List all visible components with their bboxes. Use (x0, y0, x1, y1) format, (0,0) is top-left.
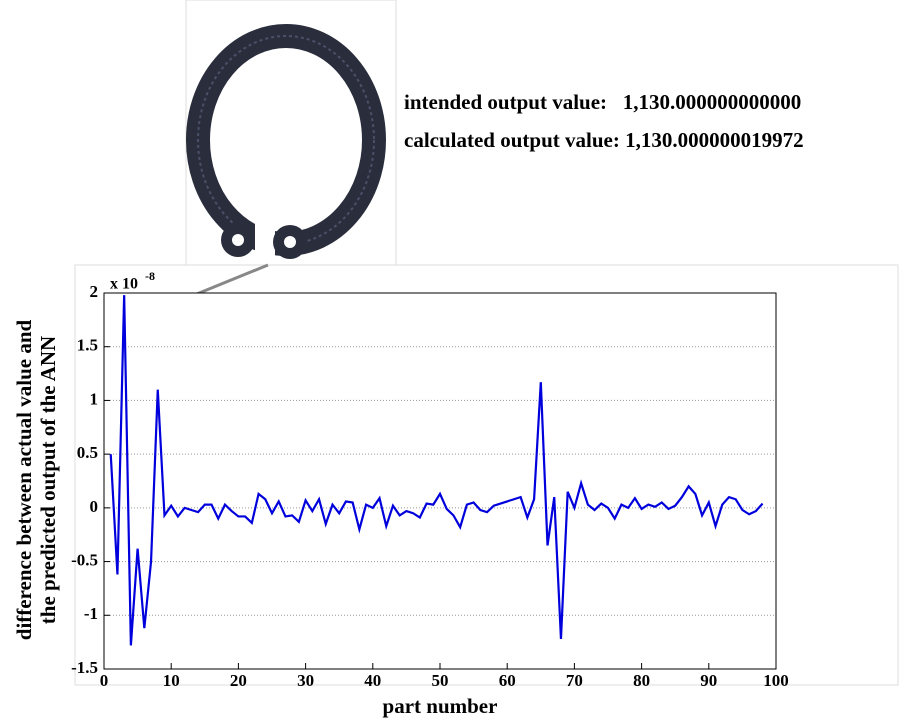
x-tick-label: 80 (633, 671, 650, 690)
ring-gap (255, 215, 275, 260)
y-tick-label: 2 (90, 282, 99, 301)
y-tick-label: 1 (90, 389, 99, 408)
axis-multiplier: x 10 (110, 276, 138, 293)
x-tick-label: 90 (700, 671, 717, 690)
calculated-value-text: calculated output value: 1,130.000000019… (404, 128, 804, 152)
x-axis-label: part number (383, 694, 498, 718)
x-tick-label: 70 (566, 671, 583, 690)
y-axis-label: the predicted output of the ANN (36, 336, 60, 624)
x-tick-label: 10 (163, 671, 180, 690)
x-tick-label: 20 (230, 671, 247, 690)
y-axis-label: difference between actual value and (12, 319, 36, 640)
chart: intended output value: 1,130.00000000000… (0, 0, 899, 719)
ring-hole (232, 234, 244, 246)
y-tick-label: -0.5 (71, 550, 98, 569)
y-tick-label: -1 (84, 604, 98, 623)
ring-hole (284, 236, 296, 248)
x-tick-label: 50 (432, 671, 449, 690)
x-tick-label: 100 (763, 671, 789, 690)
y-tick-label: -1.5 (71, 658, 98, 677)
axis-multiplier-exponent: -8 (145, 269, 155, 283)
x-tick-label: 0 (100, 671, 109, 690)
x-tick-label: 40 (364, 671, 381, 690)
plot-area (104, 293, 776, 669)
y-tick-label: 1.5 (77, 336, 98, 355)
intended-value-text: intended output value: 1,130.00000000000… (404, 90, 801, 114)
y-tick-label: 0.5 (77, 443, 98, 462)
y-tick-label: 0 (90, 497, 99, 516)
x-tick-label: 30 (297, 671, 314, 690)
x-tick-label: 60 (499, 671, 516, 690)
